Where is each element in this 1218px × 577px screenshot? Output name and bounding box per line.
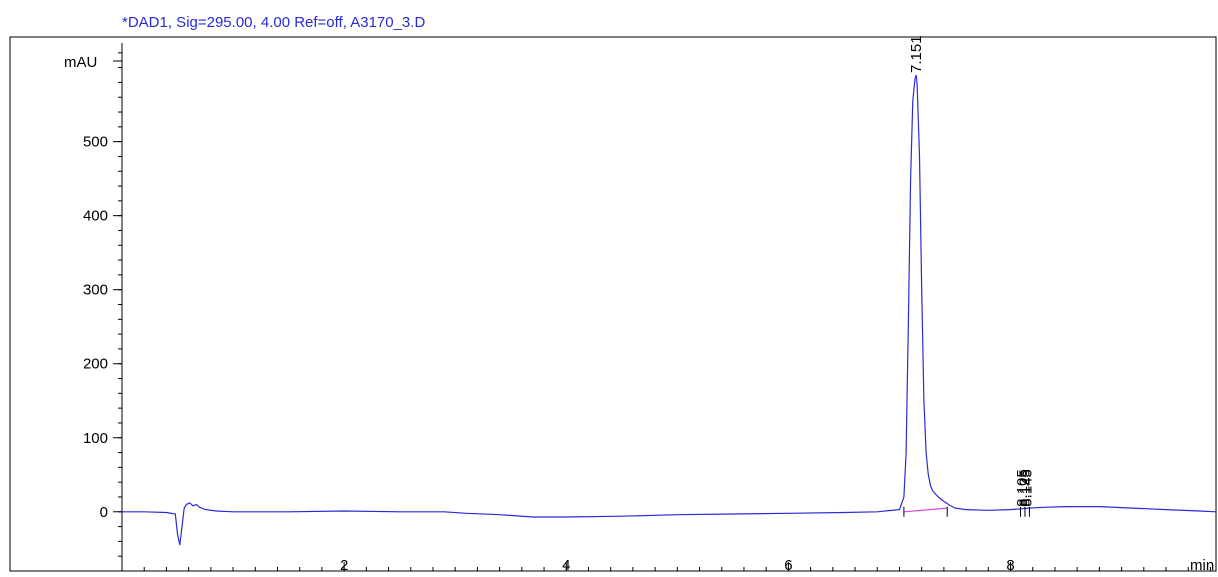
peak-label: 7.151 (908, 35, 925, 73)
y-tick-label: 300 (83, 282, 108, 299)
chart-title: *DAD1, Sig=295.00, 4.00 Ref=off, A3170_3… (122, 14, 425, 31)
signal-trace-line (122, 74, 1217, 546)
y-tick-label: 500 (83, 134, 108, 151)
peak-label: 8.105 (1014, 469, 1031, 507)
y-tick-label: 0 (100, 504, 108, 521)
x-tick-label: 8 (1006, 557, 1014, 572)
x-tick-label: 4 (562, 557, 570, 572)
peak-label: 8.145 (1019, 469, 1036, 507)
baseline-integration-line (903, 507, 948, 513)
y-tick-label: 200 (83, 356, 108, 373)
x-axis-label: min (1190, 557, 1214, 572)
x-tick-label: 6 (784, 557, 792, 572)
y-axis-label: mAU (64, 54, 97, 71)
y-tick-label: 100 (83, 430, 108, 447)
peak-label: 8.125 (1016, 469, 1033, 507)
x-tick-label: 2 (340, 557, 348, 572)
y-tick-label: 400 (83, 208, 108, 225)
